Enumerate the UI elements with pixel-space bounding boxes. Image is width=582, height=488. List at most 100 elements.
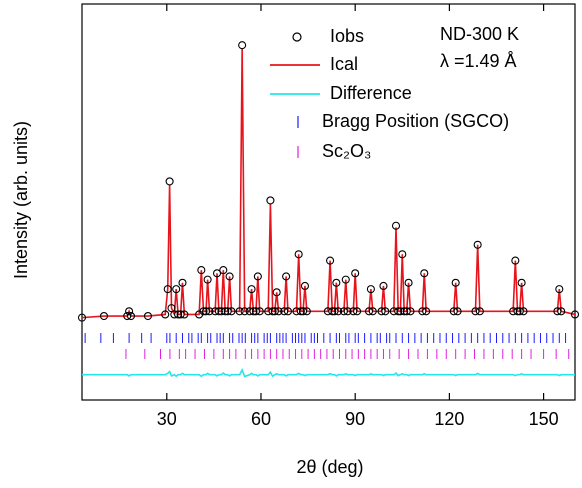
obs-point [227, 307, 236, 316]
obs-point [99, 311, 109, 321]
obs-point [398, 250, 407, 259]
obs-point [334, 307, 343, 316]
obs-point [174, 310, 183, 319]
obs-point [402, 307, 411, 316]
y-axis-label: Intensity (arb. units) [11, 121, 31, 279]
obs-point [266, 196, 275, 205]
obs-point [511, 256, 520, 265]
plot-frame [81, 3, 576, 401]
obs-point [214, 307, 223, 316]
obs-point [238, 41, 247, 50]
obs-point [268, 307, 277, 316]
obs-point [364, 307, 374, 316]
series-line [81, 48, 576, 319]
obs-point [366, 285, 375, 294]
obs-point [453, 307, 462, 316]
obs-point [197, 266, 206, 275]
obs-point [341, 275, 350, 284]
obs-point [219, 266, 228, 275]
obs-point [379, 281, 388, 291]
obs-point [163, 285, 172, 294]
obs-point [368, 307, 377, 316]
series-line [82, 367, 575, 378]
legend-label: Bragg Position (SGCO) [322, 111, 509, 131]
x-axis-label: 2θ (deg) [296, 457, 363, 477]
obs-point [555, 285, 564, 294]
obs-point [517, 278, 526, 287]
obs-point [553, 307, 562, 316]
obs-point [519, 307, 528, 316]
obs-point [377, 307, 386, 316]
obs-point [343, 307, 352, 316]
obs-point [161, 310, 170, 319]
obs-point [251, 307, 261, 316]
obs-point [330, 307, 339, 316]
obs-point [212, 269, 222, 278]
obs-point [211, 307, 220, 316]
obs-point [302, 307, 311, 316]
obs-point [396, 307, 405, 316]
obs-point [332, 278, 341, 287]
obs-point [180, 310, 189, 319]
x-tick-label: 30 [157, 409, 177, 429]
obs-point [255, 307, 264, 316]
obs-point [176, 310, 185, 319]
obs-point [557, 307, 566, 316]
obs-point [123, 311, 132, 321]
obs-point [245, 307, 254, 316]
obs-point [353, 307, 362, 316]
obs-point [172, 285, 181, 294]
obs-point [449, 307, 458, 316]
obs-point [451, 278, 460, 287]
obs-point [422, 307, 431, 316]
legend-label: Difference [330, 83, 412, 103]
obs-point [125, 307, 134, 316]
obs-point [203, 275, 212, 284]
legend-label: Iobs [330, 26, 364, 46]
x-tick-label: 90 [345, 409, 365, 429]
obs-point [270, 307, 279, 316]
obs-point [280, 307, 289, 316]
obs-point [296, 307, 305, 316]
obs-point [283, 307, 293, 316]
legend-marker [292, 32, 302, 42]
obs-point [294, 250, 303, 259]
obs-point [199, 307, 208, 316]
obs-point [178, 278, 187, 287]
obs-point [225, 272, 234, 281]
obs-point [143, 311, 152, 321]
obs-point [235, 307, 244, 316]
obs-point [221, 307, 230, 316]
obs-point [282, 272, 291, 281]
obs-point [253, 272, 262, 281]
obs-point [165, 177, 174, 186]
legend-label: Ical [330, 54, 358, 74]
obs-point [381, 307, 390, 316]
obs-point [515, 307, 524, 316]
obs-point [300, 281, 309, 291]
legend-label: Sc₂O₃ [322, 141, 371, 161]
obs-point [471, 307, 480, 316]
obs-point [391, 221, 401, 230]
obs-point [170, 310, 179, 319]
obs-point [240, 307, 249, 316]
obs-point [513, 307, 522, 316]
obs-point [418, 307, 427, 316]
obs-point [394, 307, 403, 316]
obs-point [272, 288, 281, 297]
obs-point [205, 307, 214, 316]
obs-point [247, 285, 256, 294]
obs-point [299, 307, 308, 316]
obs-point [223, 307, 232, 316]
obs-point [249, 307, 258, 316]
x-tick-label: 120 [434, 409, 464, 429]
obs-point [217, 307, 226, 316]
x-tick-label: 60 [251, 409, 271, 429]
obs-point [328, 307, 337, 316]
annotation: λ =1.49 Å [440, 51, 517, 71]
obs-point [349, 307, 358, 316]
obs-point [404, 278, 413, 287]
obs-point [326, 256, 335, 265]
obs-point [475, 307, 484, 316]
